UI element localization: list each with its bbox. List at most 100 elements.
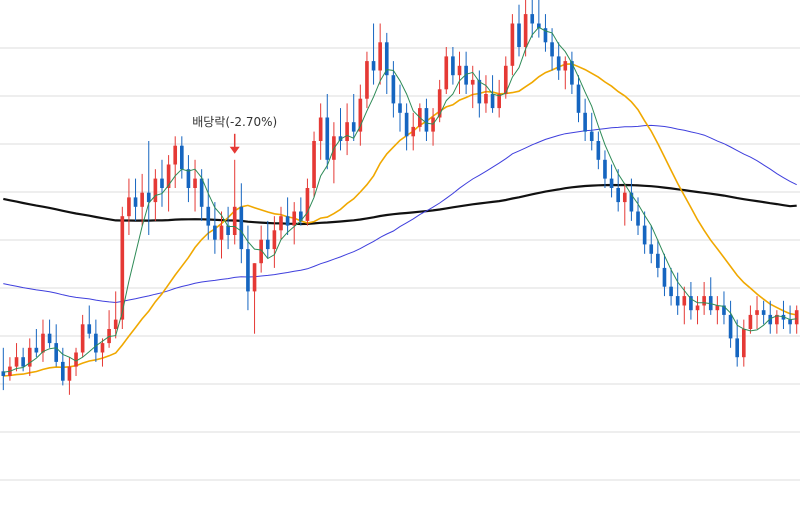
candle — [537, 0, 541, 38]
candle — [173, 136, 178, 188]
candle-body — [133, 197, 138, 207]
candle-body — [794, 310, 799, 325]
candle — [279, 206, 283, 240]
candle — [47, 319, 52, 348]
candle — [722, 291, 726, 325]
candle-body — [34, 347, 39, 353]
candle-body — [517, 23, 521, 47]
annotation: 배당락(-2.70%) — [192, 115, 277, 154]
candle — [94, 319, 98, 362]
candle — [563, 56, 568, 90]
candle — [186, 155, 191, 203]
candle — [768, 300, 773, 334]
candle-body — [292, 211, 297, 226]
candle-body — [180, 145, 184, 170]
candle-body — [510, 23, 515, 66]
candle — [622, 183, 627, 226]
candle-body — [523, 14, 528, 48]
candle-body — [629, 192, 634, 212]
candle — [67, 357, 72, 395]
candle-body — [378, 42, 382, 71]
candle — [708, 277, 713, 315]
candle-body — [404, 112, 409, 137]
candle-body — [537, 23, 541, 29]
candle — [523, 0, 528, 57]
candle-body — [589, 131, 594, 141]
candle — [252, 263, 257, 334]
candle-body — [305, 188, 310, 221]
candle — [517, 4, 521, 57]
candle-body — [285, 216, 290, 226]
ma-short-path — [3, 26, 797, 373]
candle — [503, 56, 508, 99]
candle — [41, 319, 45, 362]
candle — [1, 347, 6, 391]
candle-body — [113, 319, 118, 329]
candle-body — [358, 98, 363, 132]
candle — [34, 329, 39, 358]
candle-body — [669, 286, 673, 297]
candle-body — [206, 206, 211, 226]
candle-body — [755, 310, 759, 315]
candle-body — [299, 211, 303, 221]
candle — [133, 178, 138, 221]
candle — [206, 178, 211, 240]
ma-60-path — [3, 124, 797, 304]
candle — [609, 164, 614, 198]
candle-body — [232, 206, 237, 235]
candle-body — [239, 206, 244, 250]
candle — [384, 32, 389, 94]
candle — [497, 79, 501, 118]
candle — [642, 211, 647, 254]
candle — [775, 310, 779, 334]
candle-body — [120, 216, 125, 320]
candle-body — [219, 225, 224, 240]
candle-body — [689, 296, 693, 311]
candle-body — [74, 352, 78, 367]
candle-body — [351, 122, 356, 132]
candle-body — [424, 108, 429, 132]
candle — [358, 84, 363, 146]
candle-body — [365, 61, 369, 99]
candle-body — [490, 94, 495, 109]
candle-body — [741, 329, 746, 358]
candle — [127, 178, 131, 235]
candle-body — [649, 244, 654, 254]
candle-body — [636, 211, 640, 226]
candle-body — [193, 178, 197, 188]
candle — [669, 267, 673, 306]
candle — [213, 202, 217, 254]
candle-body — [265, 239, 270, 250]
candle — [689, 282, 693, 320]
candle-body — [715, 305, 720, 311]
candle-body — [530, 14, 535, 24]
candle-body — [67, 366, 72, 381]
candle-body — [662, 267, 667, 287]
candle-body — [345, 122, 349, 141]
candle-body — [702, 296, 706, 306]
candle — [219, 211, 224, 259]
candle-body — [722, 305, 726, 315]
candle-body — [371, 61, 376, 71]
candle — [80, 314, 85, 358]
ma-short-line — [3, 26, 797, 373]
candle-body — [484, 94, 488, 104]
candle — [140, 173, 144, 226]
candle — [398, 84, 402, 132]
candle-body — [87, 324, 92, 334]
gridlines — [0, 47, 800, 481]
candle-body — [186, 169, 191, 188]
candle-body — [279, 216, 283, 231]
candle-body — [444, 56, 449, 90]
candle-body — [603, 159, 607, 179]
candle — [193, 159, 197, 212]
candle-body — [543, 28, 548, 43]
candle — [365, 51, 369, 109]
ma-20-path — [3, 63, 797, 377]
candle-body — [398, 103, 402, 113]
candle-body — [583, 112, 587, 132]
candle-body — [497, 94, 501, 109]
candle-body — [576, 84, 581, 113]
candle — [662, 253, 667, 297]
candle — [113, 291, 118, 339]
